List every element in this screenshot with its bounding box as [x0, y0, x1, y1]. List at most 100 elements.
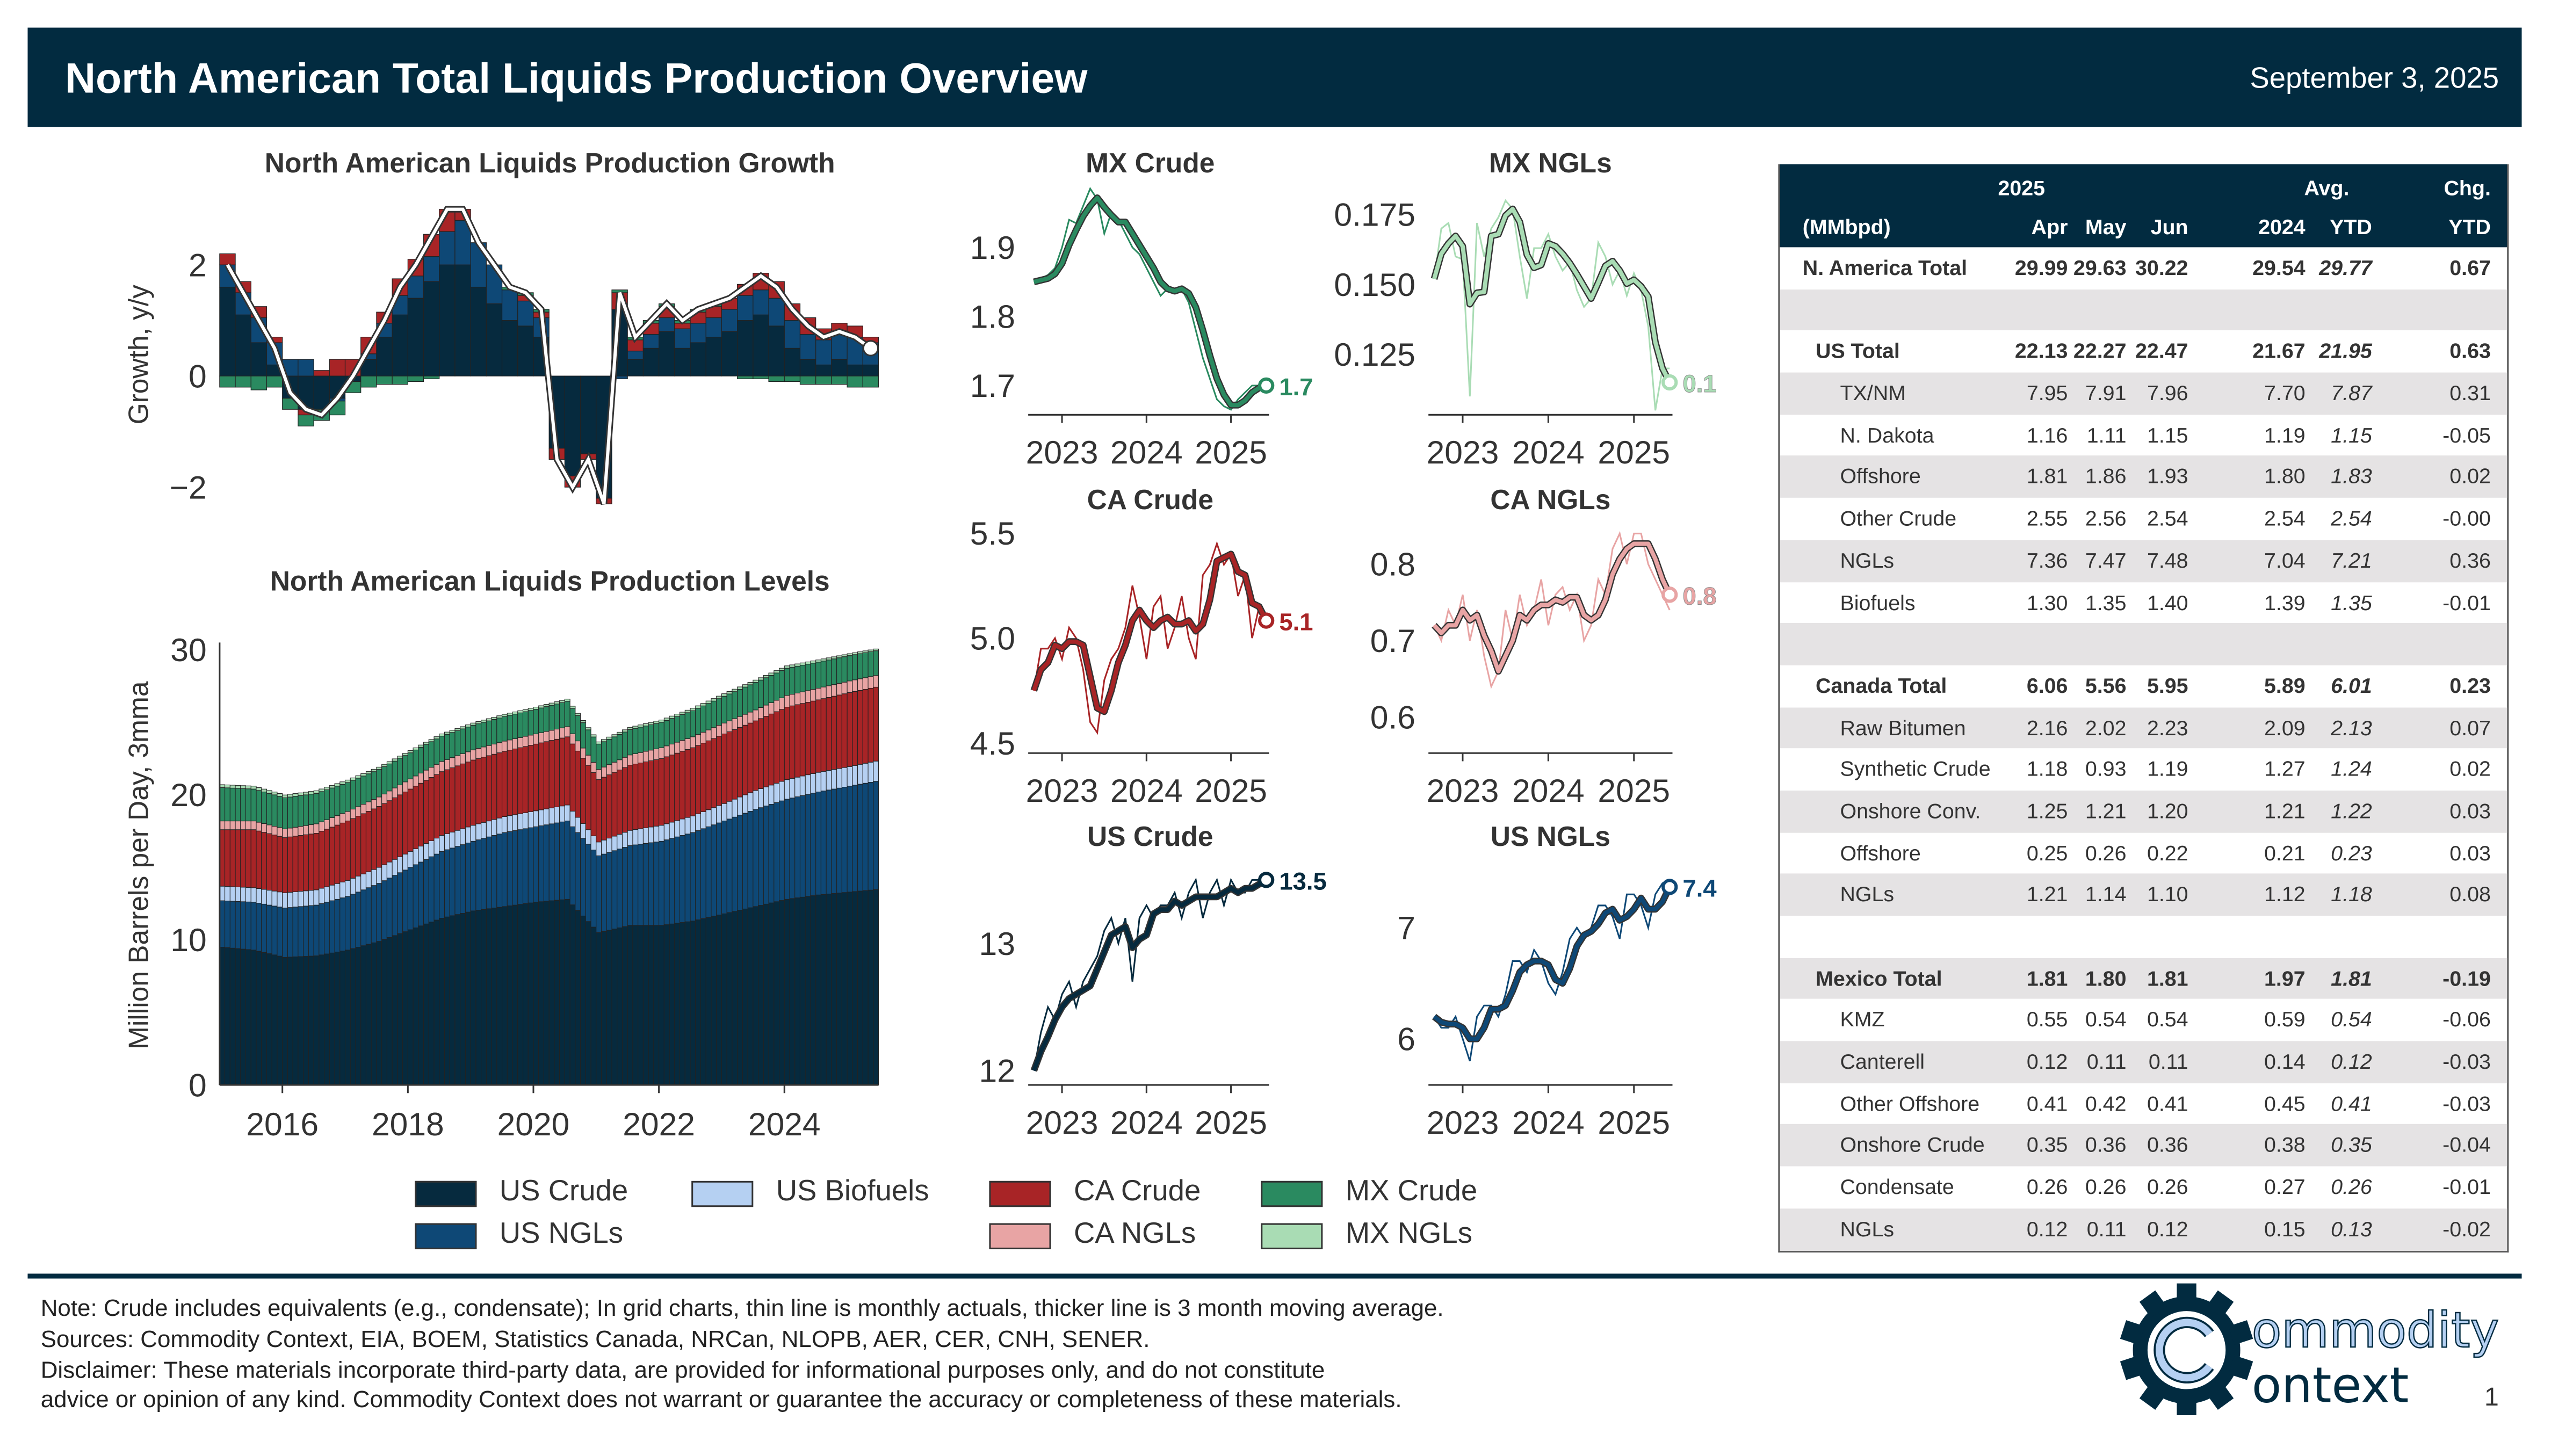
- levels-bar-us-biofuels: [339, 881, 346, 899]
- row-label: Biofuels: [1840, 589, 1916, 614]
- row-value: 0.23: [2331, 840, 2372, 865]
- levels-bar-mx-ngls: [815, 660, 821, 663]
- growth-bar-us-crude: [235, 314, 251, 376]
- levels-bar-ca-ngls: [240, 821, 247, 830]
- levels-bar-ca-crude: [454, 765, 461, 831]
- table-row: Biofuels 1.30 1.35 1.40 1.39 1.35 -0.01: [1780, 582, 2507, 624]
- levels-bar-ca-crude: [334, 824, 341, 884]
- growth-bar-ca-crude: [313, 370, 330, 376]
- levels-bar-ca-ngls: [319, 821, 325, 832]
- levels-bar-us-ngls: [319, 903, 325, 955]
- levels-bar-mx-crude: [271, 794, 278, 827]
- levels-bar-ca-crude: [601, 777, 607, 841]
- logo-text-top: ommodity: [2252, 1302, 2499, 1359]
- growth-bar-us-crude: [407, 298, 424, 376]
- levels-bar-mx-crude: [852, 654, 858, 680]
- growth-y-tick-label: 2: [189, 247, 207, 283]
- row-label: NGLs: [1840, 882, 1895, 907]
- legend-swatch-us-biofuels: [691, 1180, 754, 1207]
- levels-bar-us-crude: [381, 939, 387, 1085]
- levels-bar-ca-ngls: [339, 813, 346, 823]
- ca-crude-x-tick-label: 2023: [1026, 772, 1099, 809]
- levels-bar-us-ngls: [225, 901, 230, 948]
- levels-bar-us-crude: [465, 911, 471, 1085]
- levels-bar-mx-crude: [381, 766, 387, 794]
- levels-bar-us-ngls: [569, 826, 576, 906]
- levels-bar-ca-ngls: [684, 738, 691, 750]
- levels-bar-mx-ngls: [365, 771, 372, 774]
- levels-bar-ca-crude: [596, 779, 602, 843]
- mx-ngls-y-tick-label: 0.150: [1334, 266, 1415, 303]
- levels-bar-mx-ngls: [794, 663, 801, 667]
- levels-bar-ca-crude: [433, 774, 440, 839]
- levels-bar-us-biofuels: [674, 820, 681, 837]
- growth-total-line: [226, 207, 872, 505]
- levels-bar-ca-ngls: [491, 743, 497, 755]
- levels-bar-mx-ngls: [716, 696, 722, 699]
- mx-crude-3mma-outline: [1033, 194, 1268, 409]
- levels-bar-mx-ngls: [648, 722, 654, 725]
- levels-bar-us-ngls: [836, 787, 842, 894]
- levels-bar-us-crude: [774, 901, 780, 1085]
- levels-bar-us-ngls: [470, 841, 476, 911]
- levels-bar-ca-ngls: [799, 691, 806, 704]
- levels-y-tick-label: 30: [170, 632, 206, 668]
- levels-bar-mx-ngls: [287, 794, 293, 798]
- levels-bar-ca-ngls: [423, 770, 429, 781]
- growth-bar-us-crude: [768, 325, 785, 376]
- header-group-chg: Chg.: [2444, 176, 2491, 200]
- levels-bar-mx-ngls: [486, 718, 492, 721]
- row-value: 7.21: [2331, 548, 2372, 573]
- mx-crude-x-tick-label: 2024: [1110, 434, 1183, 470]
- levels-bar-mx-ngls: [726, 691, 733, 694]
- levels-bar-us-ngls: [596, 855, 602, 933]
- levels-bar-mx-crude: [439, 736, 445, 762]
- us-ngls-y-tick-label: 6: [1397, 1021, 1415, 1057]
- levels-bar-us-ngls: [496, 834, 503, 908]
- levels-bar-ca-crude: [721, 733, 727, 804]
- levels-bar-us-biofuels: [700, 811, 706, 829]
- levels-bar-us-crude: [287, 957, 293, 1085]
- levels-bar-us-biofuels: [836, 768, 842, 788]
- levels-bar-us-biofuels: [386, 861, 393, 879]
- levels-bar-ca-ngls: [700, 731, 706, 744]
- us-ngls-end-marker: [1661, 879, 1678, 895]
- levels-bar-ca-crude: [303, 834, 309, 892]
- levels-bar-us-biofuels: [753, 790, 759, 810]
- levels-bar-us-ngls: [277, 907, 283, 957]
- us-crude-y-tick-label: 12: [979, 1053, 1015, 1089]
- levels-bar-ca-ngls: [737, 716, 743, 728]
- row-value: 0.36: [2085, 1133, 2127, 1157]
- levels-bar-mx-crude: [496, 718, 503, 743]
- levels-bar-mx-ngls: [606, 736, 612, 740]
- levels-bar-us-biofuels: [611, 836, 618, 851]
- levels-bar-mx-ngls: [763, 675, 769, 678]
- row-value: 1.11: [2086, 422, 2127, 447]
- levels-bar-us-biofuels: [627, 830, 633, 846]
- levels-bar-us-biofuels: [763, 786, 769, 807]
- footnote-disclaimer-2: advice or opinion of any kind. Commodity…: [40, 1387, 1402, 1414]
- levels-bar-ca-ngls: [371, 799, 377, 809]
- levels-bar-mx-ngls: [433, 736, 440, 740]
- levels-bar-mx-ngls: [590, 734, 597, 737]
- levels-bar-ca-crude: [789, 705, 796, 779]
- levels-bar-mx-ngls: [344, 779, 351, 783]
- levels-bar-us-ngls: [266, 904, 272, 954]
- row-value: 0.41: [2147, 1091, 2188, 1115]
- row-value: 0.27: [2264, 1175, 2306, 1199]
- levels-bar-us-ngls: [659, 841, 664, 926]
- levels-bar-us-ngls: [334, 899, 341, 953]
- us-crude-x-tick-label: 2025: [1195, 1104, 1267, 1141]
- levels-bar-us-crude: [512, 904, 518, 1085]
- levels-bar-mx-crude: [303, 794, 309, 826]
- levels-bar-mx-ngls: [669, 715, 675, 719]
- levels-bar-mx-crude: [475, 723, 482, 749]
- levels-bar-mx-crude: [737, 689, 743, 717]
- levels-bar-mx-crude: [444, 734, 450, 760]
- levels-bar-ca-crude: [680, 751, 685, 820]
- levels-bar-us-crude: [350, 948, 356, 1085]
- us-crude-3mma-line: [1031, 878, 1268, 1071]
- levels-bar-us-ngls: [360, 889, 366, 946]
- levels-bar-ca-crude: [392, 797, 398, 860]
